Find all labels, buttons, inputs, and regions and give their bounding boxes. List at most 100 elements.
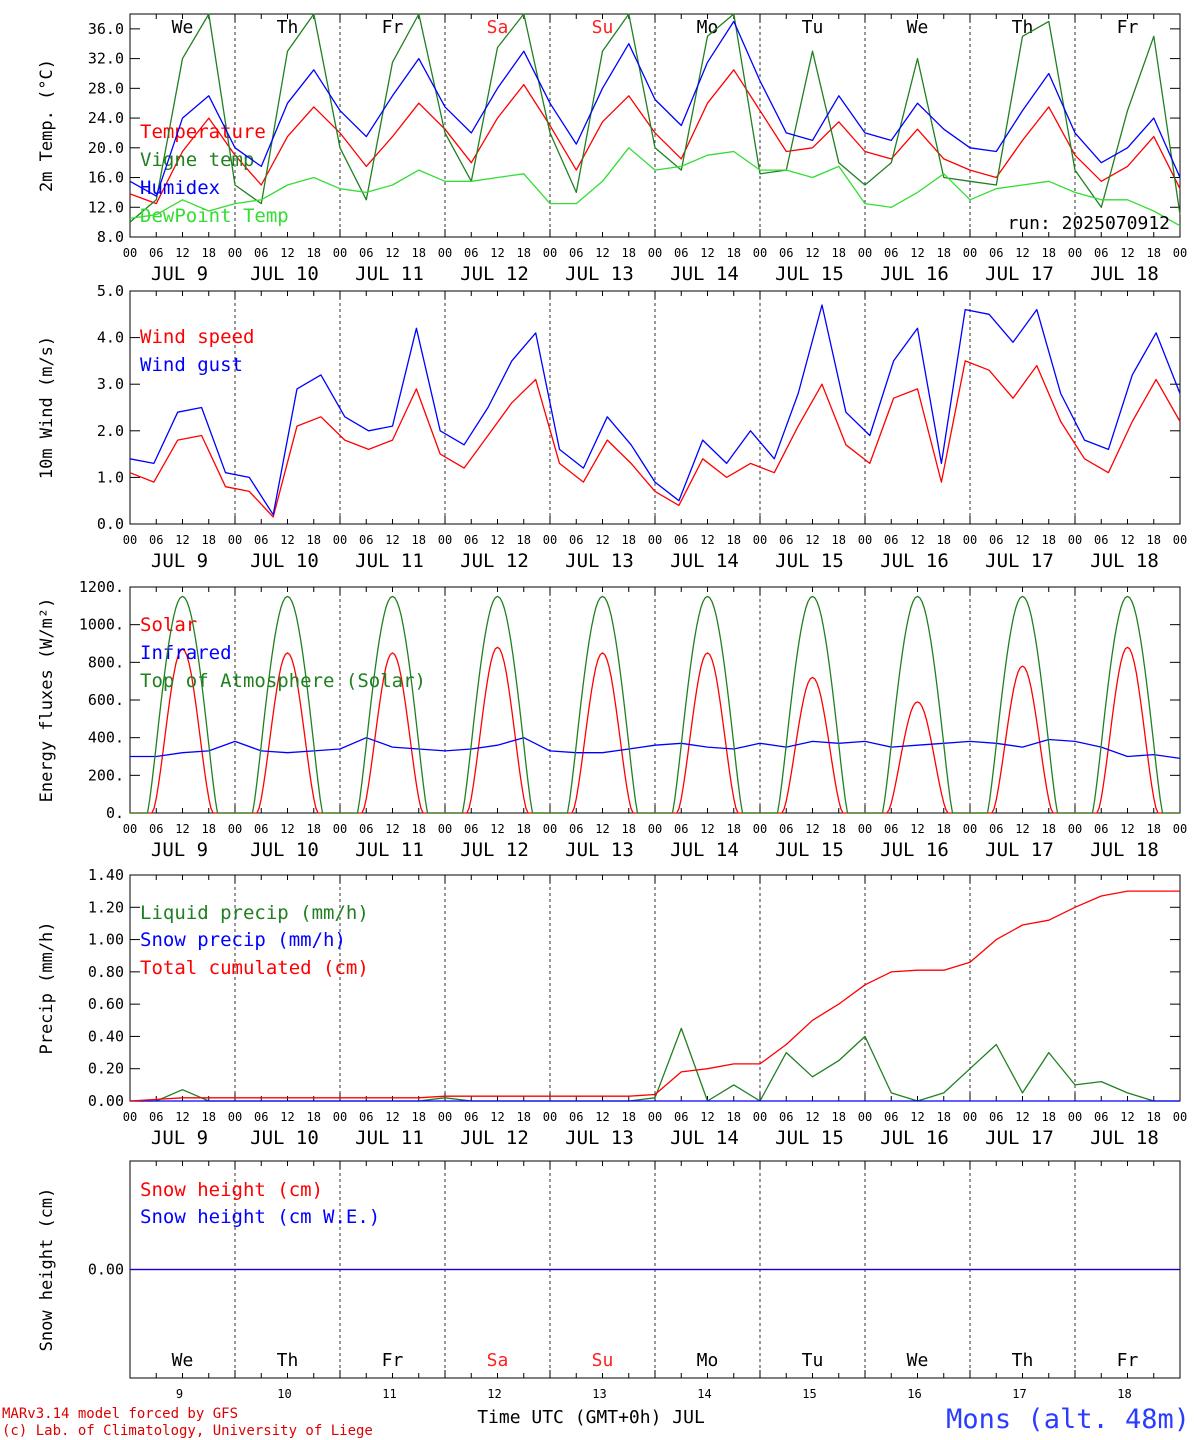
hour-tick-label: 18	[412, 533, 426, 547]
hour-tick-label: 06	[674, 533, 688, 547]
date-label: JUL 12	[460, 1127, 529, 1149]
hour-tick-label: 18	[1147, 822, 1161, 836]
hour-tick-label: 18	[307, 1110, 321, 1124]
date-label: JUL 14	[670, 1127, 739, 1149]
date-label: JUL 17	[985, 263, 1054, 285]
weekday-label: Tu	[802, 17, 824, 38]
hour-tick-label: 06	[1094, 1110, 1108, 1124]
y-tick-label: 4.0	[97, 329, 124, 347]
hour-tick-label: 00	[753, 533, 767, 547]
date-label: JUL 12	[460, 839, 529, 861]
hour-tick-label: 12	[805, 822, 819, 836]
hour-tick-label: 12	[175, 822, 189, 836]
hour-tick-label: 12	[1120, 1110, 1134, 1124]
weekday-label: Th	[277, 17, 299, 38]
hour-tick-label: 06	[464, 246, 478, 260]
hour-tick-label: 12	[385, 246, 399, 260]
hour-tick-label: 00	[753, 246, 767, 260]
hour-tick-label: 00	[1068, 533, 1082, 547]
date-label: JUL 16	[880, 1127, 949, 1149]
hour-tick-label: 00	[123, 822, 137, 836]
y-tick-label: 24.0	[88, 109, 124, 127]
hour-tick-label: 00	[1068, 822, 1082, 836]
hour-tick-label: 00	[438, 533, 452, 547]
hour-tick-label: 06	[674, 246, 688, 260]
day-number-label: 16	[907, 1387, 921, 1401]
y-axis-label: 10m Wind (m/s)	[37, 336, 57, 479]
hour-tick-label: 06	[884, 246, 898, 260]
hour-tick-label: 00	[228, 1110, 242, 1124]
hour-tick-label: 06	[674, 1110, 688, 1124]
hour-tick-label: 18	[727, 533, 741, 547]
panel-precip: 0.00 0.20 0.40 0.60 0.80 1.00 1.20 1.40 Precip (…	[37, 866, 1187, 1149]
hour-tick-label: 06	[569, 246, 583, 260]
hour-tick-label: 18	[727, 246, 741, 260]
date-label: JUL 13	[565, 263, 634, 285]
hour-tick-label: 06	[884, 822, 898, 836]
date-label: JUL 16	[880, 839, 949, 861]
hour-tick-label: 12	[910, 822, 924, 836]
hour-tick-label: 06	[779, 533, 793, 547]
weekday-label: Sa	[487, 1350, 509, 1371]
hour-tick-label: 18	[1042, 246, 1056, 260]
hour-tick-label: 06	[254, 533, 268, 547]
y-axis-label: Energy fluxes (W/m²)	[37, 598, 57, 803]
hour-tick-label: 18	[517, 1110, 531, 1124]
hour-tick-label: 06	[674, 822, 688, 836]
legend-entry: Wind speed	[140, 326, 254, 348]
legend-entry: Top of Atmosphere (Solar)	[140, 670, 426, 692]
hour-tick-label: 18	[202, 822, 216, 836]
hour-tick-label: 12	[700, 1110, 714, 1124]
y-tick-label: 1.00	[88, 931, 124, 949]
y-tick-label: 20.0	[88, 139, 124, 157]
date-label: JUL 12	[460, 550, 529, 572]
hour-tick-label: 06	[149, 533, 163, 547]
day-number-label: 14	[697, 1387, 711, 1401]
series-line-temp-2	[129, 20, 1181, 197]
y-axis-label: 2m Temp. (°C)	[37, 59, 57, 192]
hour-tick-label: 18	[832, 533, 846, 547]
y-tick-label: 32.0	[88, 50, 124, 68]
hour-tick-label: 06	[989, 246, 1003, 260]
hour-tick-label: 18	[622, 822, 636, 836]
hour-tick-label: 18	[1042, 533, 1056, 547]
hour-tick-label: 06	[464, 533, 478, 547]
hour-tick-label: 18	[202, 1110, 216, 1124]
weekday-label: Th	[277, 1350, 299, 1371]
hour-tick-label: 18	[517, 822, 531, 836]
hour-tick-label: 00	[438, 822, 452, 836]
hour-tick-label: 18	[202, 246, 216, 260]
date-label: JUL 10	[250, 839, 319, 861]
hour-tick-label: 00	[753, 822, 767, 836]
weekday-label: Su	[592, 1350, 614, 1371]
date-label: JUL 11	[355, 839, 424, 861]
hour-tick-label: 12	[1120, 822, 1134, 836]
date-label: JUL 16	[880, 550, 949, 572]
hour-tick-label: 12	[910, 1110, 924, 1124]
hour-tick-label: 18	[832, 246, 846, 260]
y-tick-label: 0.00	[88, 1092, 124, 1110]
hour-tick-label: 12	[1015, 822, 1029, 836]
weekday-label: Su	[592, 17, 614, 38]
hour-tick-label: 18	[517, 246, 531, 260]
hour-tick-label: 18	[412, 246, 426, 260]
y-tick-label: 1.0	[97, 468, 124, 486]
date-label: JUL 13	[565, 839, 634, 861]
series-line-precip-2	[129, 890, 1180, 1102]
hour-tick-label: 12	[910, 246, 924, 260]
legend-entry: Total cumulated (cm)	[140, 957, 369, 979]
hour-tick-label: 18	[622, 533, 636, 547]
hour-tick-label: 00	[858, 533, 872, 547]
hour-tick-label: 00	[648, 1110, 662, 1124]
hour-tick-label: 06	[1094, 533, 1108, 547]
hour-tick-label: 12	[700, 246, 714, 260]
hour-tick-label: 00	[543, 1110, 557, 1124]
weekday-label: Mo	[697, 1350, 719, 1371]
hour-tick-label: 12	[595, 822, 609, 836]
weekday-label: Th	[1012, 1350, 1034, 1371]
date-label: JUL 10	[250, 1127, 319, 1149]
hour-tick-label: 18	[937, 1110, 951, 1124]
hour-tick-label: 06	[359, 246, 373, 260]
hour-tick-label: 18	[622, 246, 636, 260]
